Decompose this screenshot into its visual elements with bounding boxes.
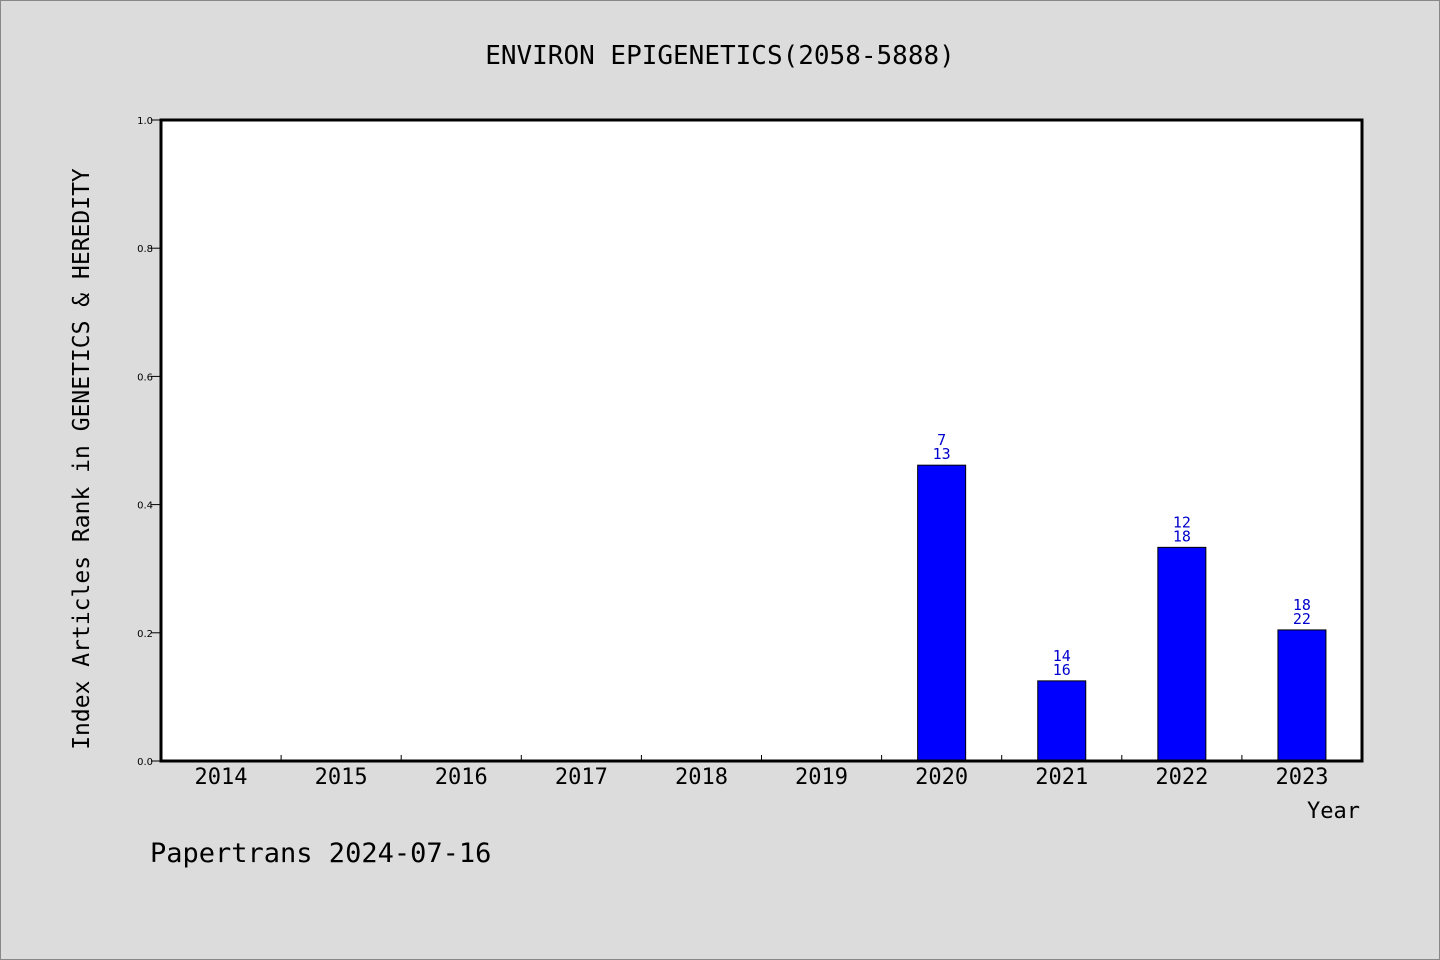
x-tick-label: 2014 — [195, 765, 248, 790]
x-ticks-group: 2014 2015 2016 2017 2018 2019 2020 2021 2022 2023 — [195, 755, 1328, 790]
bar — [1277, 629, 1327, 762]
x-tick-label: 2019 — [795, 765, 848, 790]
x-tick-label: 2021 — [1035, 765, 1088, 790]
bar-label-top: 18 — [1293, 596, 1311, 614]
chart-title: ENVIRON EPIGENETICS(2058-5888) — [485, 41, 955, 71]
bar-label-top: 14 — [1053, 647, 1071, 665]
bar — [1037, 680, 1087, 762]
x-tick-label: 2017 — [555, 765, 608, 790]
bar-label-bottom: 18 — [1173, 527, 1191, 545]
bar-label-bottom: 13 — [933, 445, 951, 463]
y-tick-label: 0.6 — [137, 372, 153, 383]
x-tick-label: 2015 — [315, 765, 368, 790]
x-tick-label: 2020 — [915, 765, 968, 790]
y-tick-label: 0.2 — [137, 629, 153, 640]
x-axis-label: Year — [1307, 799, 1360, 824]
x-tick-label: 2018 — [675, 765, 728, 790]
bars-group — [917, 464, 1327, 762]
y-tick-label: 0.8 — [137, 244, 153, 255]
x-tick-label: 2022 — [1155, 765, 1208, 790]
bar-label-bottom: 16 — [1053, 661, 1071, 679]
x-tick-label: 2016 — [435, 765, 488, 790]
y-tick-label: 1.0 — [137, 116, 153, 127]
y-tick-label: 0.4 — [137, 501, 153, 512]
y-ticks-group: 0.0 0.2 0.4 0.6 0.8 1.0 — [137, 116, 161, 768]
bar-label-top: 7 — [937, 431, 946, 449]
bar-label-bottom: 22 — [1293, 610, 1311, 628]
bar — [917, 464, 967, 762]
plot-frame — [159, 118, 1364, 763]
y-tick-label: 0.0 — [137, 757, 153, 768]
x-tick-label: 2023 — [1275, 765, 1328, 790]
footer-credit: Papertrans 2024-07-16 — [150, 838, 491, 869]
bar-label-top: 12 — [1173, 513, 1191, 531]
bar — [1157, 546, 1207, 762]
y-axis-label: Index Articles Rank in GENETICS & HEREDI… — [69, 168, 95, 750]
